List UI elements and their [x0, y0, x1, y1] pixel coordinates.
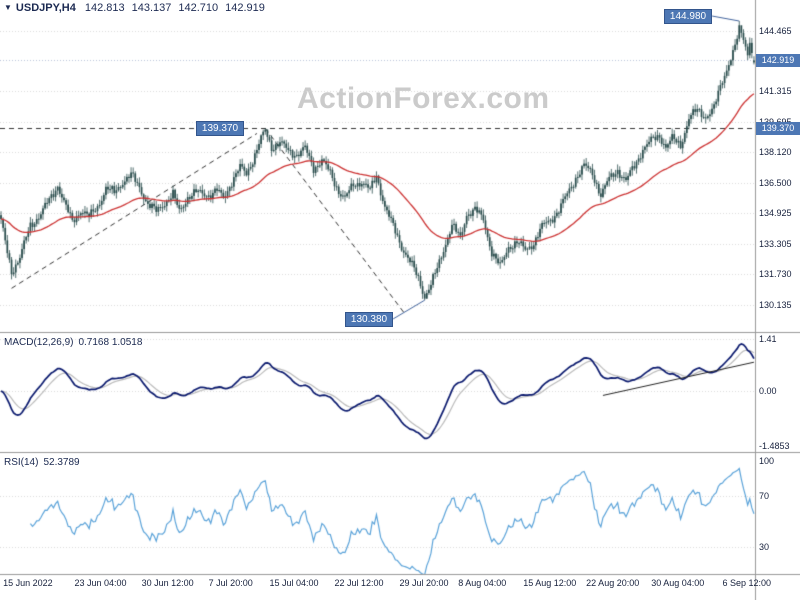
rsi-axis-label: 30 [759, 541, 770, 552]
rsi-value: 52.3789 [43, 457, 80, 468]
price-axis-label: 130.135 [759, 299, 792, 310]
date-axis-label: 22 Jul 12:00 [334, 578, 384, 588]
date-axis-label: 30 Jun 12:00 [141, 578, 194, 588]
macd-axis-label: 1.41 [759, 333, 777, 344]
rsi-title: RSI(14) [4, 457, 39, 468]
macd-title: MACD(12,26,9) [4, 337, 74, 348]
date-axis-label: 8 Aug 04:00 [458, 578, 507, 588]
symbol-timeframe-label: USDJPY,H4 [15, 2, 76, 14]
instrument-legend: ▼ USDJPY,H4 142.813 143.137 142.710 142.919 [4, 2, 272, 14]
macd-axis-label: 0.00 [759, 386, 777, 396]
price-tag: 139.370 [756, 121, 800, 135]
ohlc-low-value: 142.710 [178, 2, 219, 14]
rsi-axis-label: 70 [759, 491, 770, 502]
macd-indicator-label: MACD(12,26,9) 0.7168 1.0518 [4, 337, 142, 348]
price-axis-label: 133.305 [759, 239, 792, 250]
date-axis-label: 6 Sep 12:00 [722, 578, 772, 588]
symbol-dropdown-icon[interactable]: ▼ [4, 3, 12, 12]
macd-axis-label: -1.4853 [759, 440, 790, 451]
price-tag: 142.919 [756, 53, 800, 67]
price-axis-label: 136.500 [759, 178, 792, 189]
rsi-indicator-label: RSI(14) 52.3789 [4, 457, 80, 468]
date-axis-label: 30 Aug 04:00 [651, 578, 705, 588]
price-axis-label: 134.925 [759, 208, 792, 219]
ohlc-open-value: 142.813 [84, 2, 125, 14]
ohlc-high-value: 143.137 [131, 2, 172, 14]
date-axis-label: 15 Jul 04:00 [269, 578, 319, 588]
price-axis-label: 141.315 [759, 86, 792, 97]
date-axis-label: 15 Jun 2022 [3, 578, 53, 588]
price-axis-label: 144.465 [759, 25, 792, 36]
chart-annotation-label[interactable]: 130.380 [345, 312, 393, 327]
chart-annotation-label[interactable]: 144.980 [664, 9, 712, 24]
date-axis-label: 29 Jul 20:00 [399, 578, 449, 588]
ohlc-close-value: 142.919 [225, 2, 265, 14]
rsi-axis-label: 100 [759, 456, 775, 466]
date-axis-label: 22 Aug 20:00 [586, 578, 640, 588]
chart-annotation-label[interactable]: 139.370 [196, 121, 244, 136]
date-axis-label: 15 Aug 12:00 [523, 578, 577, 588]
date-axis-label: 23 Jun 04:00 [74, 578, 127, 588]
price-axis-label: 131.730 [759, 269, 792, 280]
date-axis-label: 7 Jul 20:00 [208, 578, 253, 588]
macd-values: 0.7168 1.0518 [78, 337, 143, 348]
price-axis-label: 138.120 [759, 147, 792, 158]
